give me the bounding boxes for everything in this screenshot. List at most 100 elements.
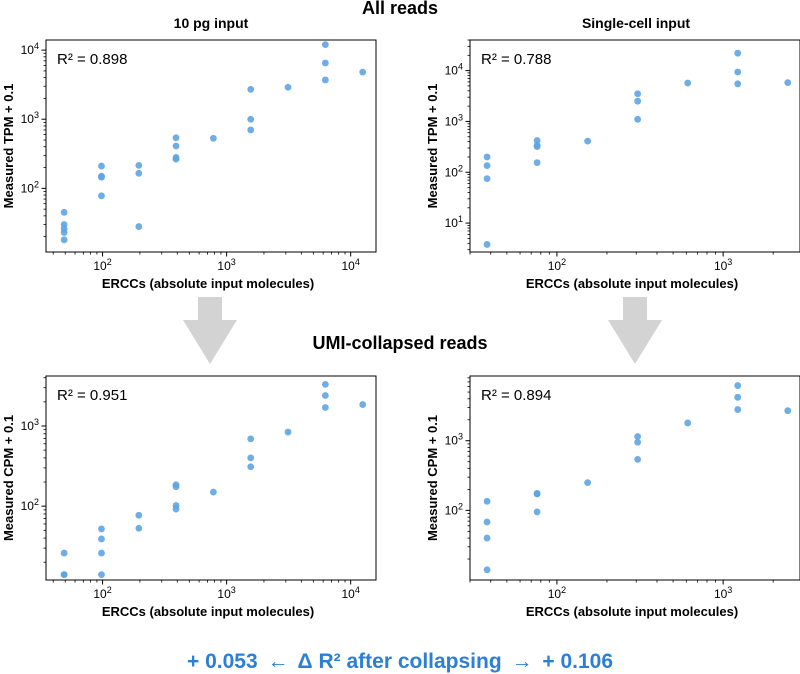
y-tick-label: 102 [21, 179, 39, 195]
data-point [209, 134, 217, 142]
data-point [321, 41, 329, 49]
data-point [734, 406, 742, 413]
data-point [247, 86, 255, 93]
x-tick-label: 102 [548, 257, 566, 273]
panel-tpm-10pg: 102 103 104 102 103 104 ERCCs (absolute input … [1, 39, 377, 291]
y-tick-label: 101 [445, 214, 463, 230]
data-point [483, 497, 491, 505]
data-point [634, 438, 642, 446]
plot-frame [45, 39, 377, 253]
y-tick-label: 102 [445, 163, 463, 179]
panel-cpm-single-cell: 102 103 102 103 ERCCs (absolute input molecu… [425, 375, 800, 619]
data-point [60, 571, 68, 579]
data-point [98, 549, 105, 557]
down-arrow-right [608, 297, 662, 364]
data-point [784, 79, 792, 87]
data-point [172, 134, 180, 142]
data-point [284, 83, 292, 91]
data-point [359, 68, 367, 76]
column-title-single-cell: Single-cell input [582, 15, 690, 31]
data-point [483, 241, 491, 248]
x-tick-label: 102 [93, 585, 111, 601]
data-point [734, 80, 742, 88]
data-point [135, 169, 143, 177]
arrow-left-icon: ← [267, 650, 288, 673]
data-point [784, 407, 792, 415]
data-point [634, 115, 642, 123]
data-point [533, 137, 541, 144]
data-point [483, 175, 491, 183]
data-point [734, 49, 742, 57]
data-point [98, 162, 105, 170]
data-point [172, 483, 180, 491]
data-point [247, 115, 255, 123]
data-point [60, 229, 68, 236]
data-point [584, 137, 592, 145]
data-point [135, 524, 143, 532]
y-tick-label: 104 [445, 62, 463, 78]
data-point [98, 192, 105, 200]
data-point [135, 161, 143, 169]
data-point [135, 223, 143, 230]
delta-r2-left: + 0.053 [187, 650, 258, 673]
plot-frame [469, 39, 800, 253]
x-tick-label: 102 [548, 585, 566, 601]
data-point [634, 455, 642, 463]
data-point [584, 479, 592, 487]
data-point [321, 392, 329, 399]
y-tick-label: 103 [21, 417, 39, 433]
y-tick-label: 102 [445, 501, 463, 517]
data-point [359, 401, 367, 408]
x-tick-label: 102 [93, 257, 111, 273]
data-point [684, 79, 692, 87]
data-point [483, 566, 491, 574]
r-squared-label: R² = 0.898 [57, 51, 127, 68]
y-tick-label: 103 [445, 112, 463, 128]
plot-frame [469, 375, 800, 581]
x-tick-label: 103 [217, 585, 235, 601]
data-point [209, 488, 217, 496]
r-squared-label: R² = 0.788 [481, 51, 551, 68]
data-point [634, 433, 642, 440]
data-point [247, 435, 255, 443]
data-point [172, 155, 180, 163]
data-point [284, 428, 292, 436]
data-point [321, 404, 329, 411]
data-point [684, 419, 692, 427]
y-axis-label: Measured CPM + 0.1 [425, 415, 440, 541]
x-axis-label: ERCCs (absolute input molecules) [102, 276, 314, 291]
title-umi-collapsed: UMI-collapsed reads [312, 333, 487, 353]
delta-r2-right: + 0.106 [542, 650, 613, 673]
data-point [533, 159, 541, 166]
x-tick-label: 104 [341, 585, 359, 601]
data-point [60, 208, 68, 216]
data-point [483, 153, 491, 161]
panel-tpm-single-cell: 102 103 101 102 103 104 ERCCs (absolute input … [425, 39, 800, 291]
data-point [483, 534, 491, 542]
x-tick-label: 104 [341, 257, 359, 273]
data-point [483, 518, 491, 526]
data-point [321, 59, 329, 67]
y-tick-label: 103 [445, 432, 463, 448]
data-point [172, 505, 180, 513]
data-point [247, 126, 255, 134]
x-tick-label: 103 [714, 257, 732, 273]
x-tick-label: 103 [217, 257, 235, 273]
data-point [247, 463, 255, 471]
data-point [483, 162, 491, 170]
data-point [734, 382, 742, 389]
delta-r2-summary: + 0.053 ← Δ R² after collapsing → + 0.10… [187, 650, 613, 673]
data-point [172, 142, 180, 150]
panel-cpm-10pg: 102 103 104 102 103 ERCCs (absolute input mol… [1, 375, 377, 619]
data-point [533, 490, 541, 498]
data-point [98, 571, 105, 579]
x-axis-label: ERCCs (absolute input molecules) [526, 604, 738, 619]
data-point [734, 68, 742, 76]
column-title-10pg: 10 pg input [174, 15, 249, 31]
data-point [98, 525, 105, 533]
x-tick-label: 103 [714, 585, 732, 601]
x-axis-label: ERCCs (absolute input molecules) [102, 604, 314, 619]
data-point [321, 380, 329, 388]
y-axis-label: Measured CPM + 0.1 [1, 415, 16, 541]
